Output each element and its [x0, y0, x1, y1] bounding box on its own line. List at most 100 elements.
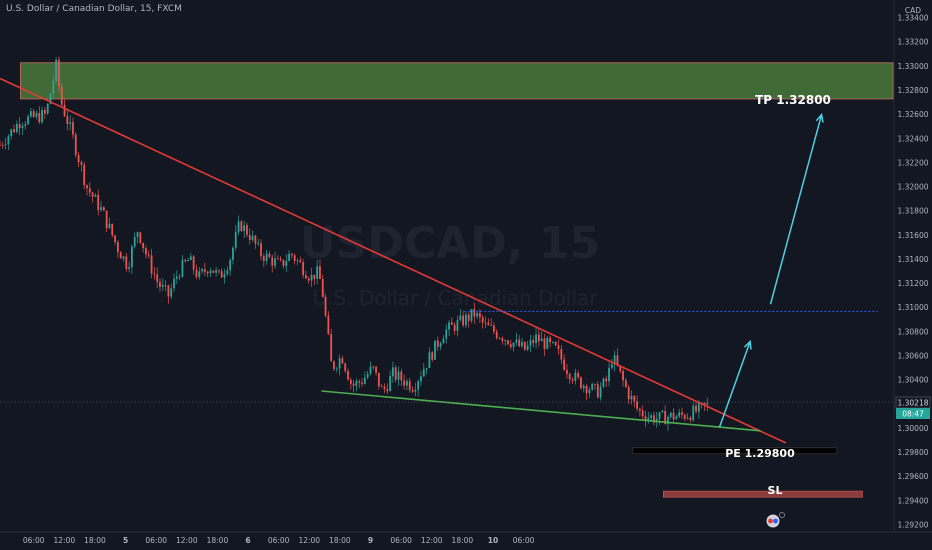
candle-body	[271, 257, 274, 266]
time-tick: 6	[245, 536, 250, 545]
candle-body	[568, 373, 571, 380]
candle-body	[94, 194, 97, 197]
candle-body	[243, 225, 246, 232]
time-tick: 06:00	[513, 536, 535, 545]
candle-body	[268, 253, 271, 258]
candle-body	[310, 274, 313, 281]
candle-body	[417, 381, 420, 390]
candle-body	[220, 271, 223, 278]
candle-body	[683, 414, 686, 419]
candle-body	[63, 104, 66, 117]
candle-body	[605, 378, 608, 382]
candle-body	[218, 270, 220, 272]
candle-body	[613, 355, 616, 365]
candle-body	[181, 259, 184, 277]
candle-body	[647, 417, 650, 421]
candle-body	[585, 385, 588, 394]
price-tick: 1.30600	[897, 352, 928, 361]
candle-body	[406, 381, 408, 386]
candle-body	[97, 194, 100, 211]
candle-body	[192, 256, 195, 270]
projection-arrow-1	[718, 341, 751, 428]
candle-body	[422, 369, 425, 377]
price-tick: 1.33000	[897, 62, 928, 71]
candle-body	[638, 408, 641, 411]
candle-body	[122, 256, 125, 259]
candle-body	[411, 389, 414, 392]
candle-body	[518, 339, 521, 347]
candle-body	[574, 372, 577, 381]
time-tick: 06:00	[23, 536, 45, 545]
candle-body	[661, 410, 664, 413]
candle-body	[358, 381, 361, 383]
candle-body	[610, 364, 613, 368]
candle-body	[523, 341, 526, 350]
candle-body	[335, 368, 338, 370]
candle-body	[383, 386, 386, 390]
candle-body	[644, 416, 647, 421]
candle-body	[450, 322, 453, 325]
price-tick: 1.30800	[897, 327, 928, 336]
candle-body	[352, 383, 355, 386]
candle-body	[566, 369, 568, 374]
candle-body	[470, 309, 473, 321]
candle-body	[408, 381, 411, 390]
candle-body	[102, 207, 105, 211]
candle-body	[147, 254, 150, 256]
candle-body	[229, 259, 232, 271]
candle-body	[246, 225, 248, 235]
candle-body	[459, 315, 462, 321]
price-axis[interactable]: CAD 1.33400 1.33200 1.33000 1.32800 1.32600 1…	[893, 0, 932, 532]
candle-body	[305, 275, 307, 279]
price-tick: 1.32800	[897, 86, 928, 95]
time-tick: 06:00	[268, 536, 290, 545]
candle-body	[125, 256, 128, 269]
candle-body	[653, 415, 655, 423]
candle-body	[467, 314, 470, 321]
candle-body	[507, 340, 509, 345]
price-tick: 1.31800	[897, 207, 928, 216]
candle-body	[619, 365, 622, 372]
candle-body	[490, 325, 493, 327]
price-tick: 1.29400	[897, 496, 928, 505]
candle-body	[487, 322, 490, 326]
candle-body	[532, 340, 535, 344]
candle-body	[608, 367, 610, 382]
candle-body	[591, 383, 594, 390]
candle-body	[636, 401, 638, 409]
candle-body	[86, 185, 88, 189]
candle-body	[369, 366, 372, 374]
candle-body	[316, 266, 319, 279]
candle-body	[91, 192, 94, 197]
candle-body	[476, 313, 479, 317]
candle-body	[133, 237, 136, 247]
candle-body	[627, 386, 630, 400]
candle-body	[400, 371, 403, 381]
candle-body	[116, 242, 119, 253]
candle-body	[526, 345, 529, 350]
candle-body	[622, 371, 624, 381]
candle-body	[248, 234, 251, 240]
candle-body	[27, 116, 29, 125]
candle-body	[178, 276, 181, 278]
candle-body	[201, 269, 203, 272]
time-axis[interactable]: 06:00 12:00 18:00 5 06:00 12:00 18:00 6 06:00 12:…	[0, 531, 932, 545]
candle-body	[706, 402, 709, 405]
candle-body	[237, 221, 240, 233]
candle-body	[223, 273, 226, 278]
projection-arrowhead-1	[743, 339, 752, 350]
candle-body	[549, 337, 551, 343]
candle-body	[495, 331, 498, 339]
price-tick: 1.29800	[897, 448, 928, 457]
candle-body	[386, 389, 389, 392]
candle-body	[274, 258, 276, 266]
sl-label: SL	[768, 484, 783, 497]
candle-body	[0, 144, 1, 146]
candle-body	[108, 223, 111, 229]
candle-body	[324, 296, 327, 316]
logo-badge-icon	[766, 512, 785, 528]
candle-body	[428, 352, 431, 368]
candle-body	[46, 103, 49, 114]
candle-body	[363, 377, 366, 384]
